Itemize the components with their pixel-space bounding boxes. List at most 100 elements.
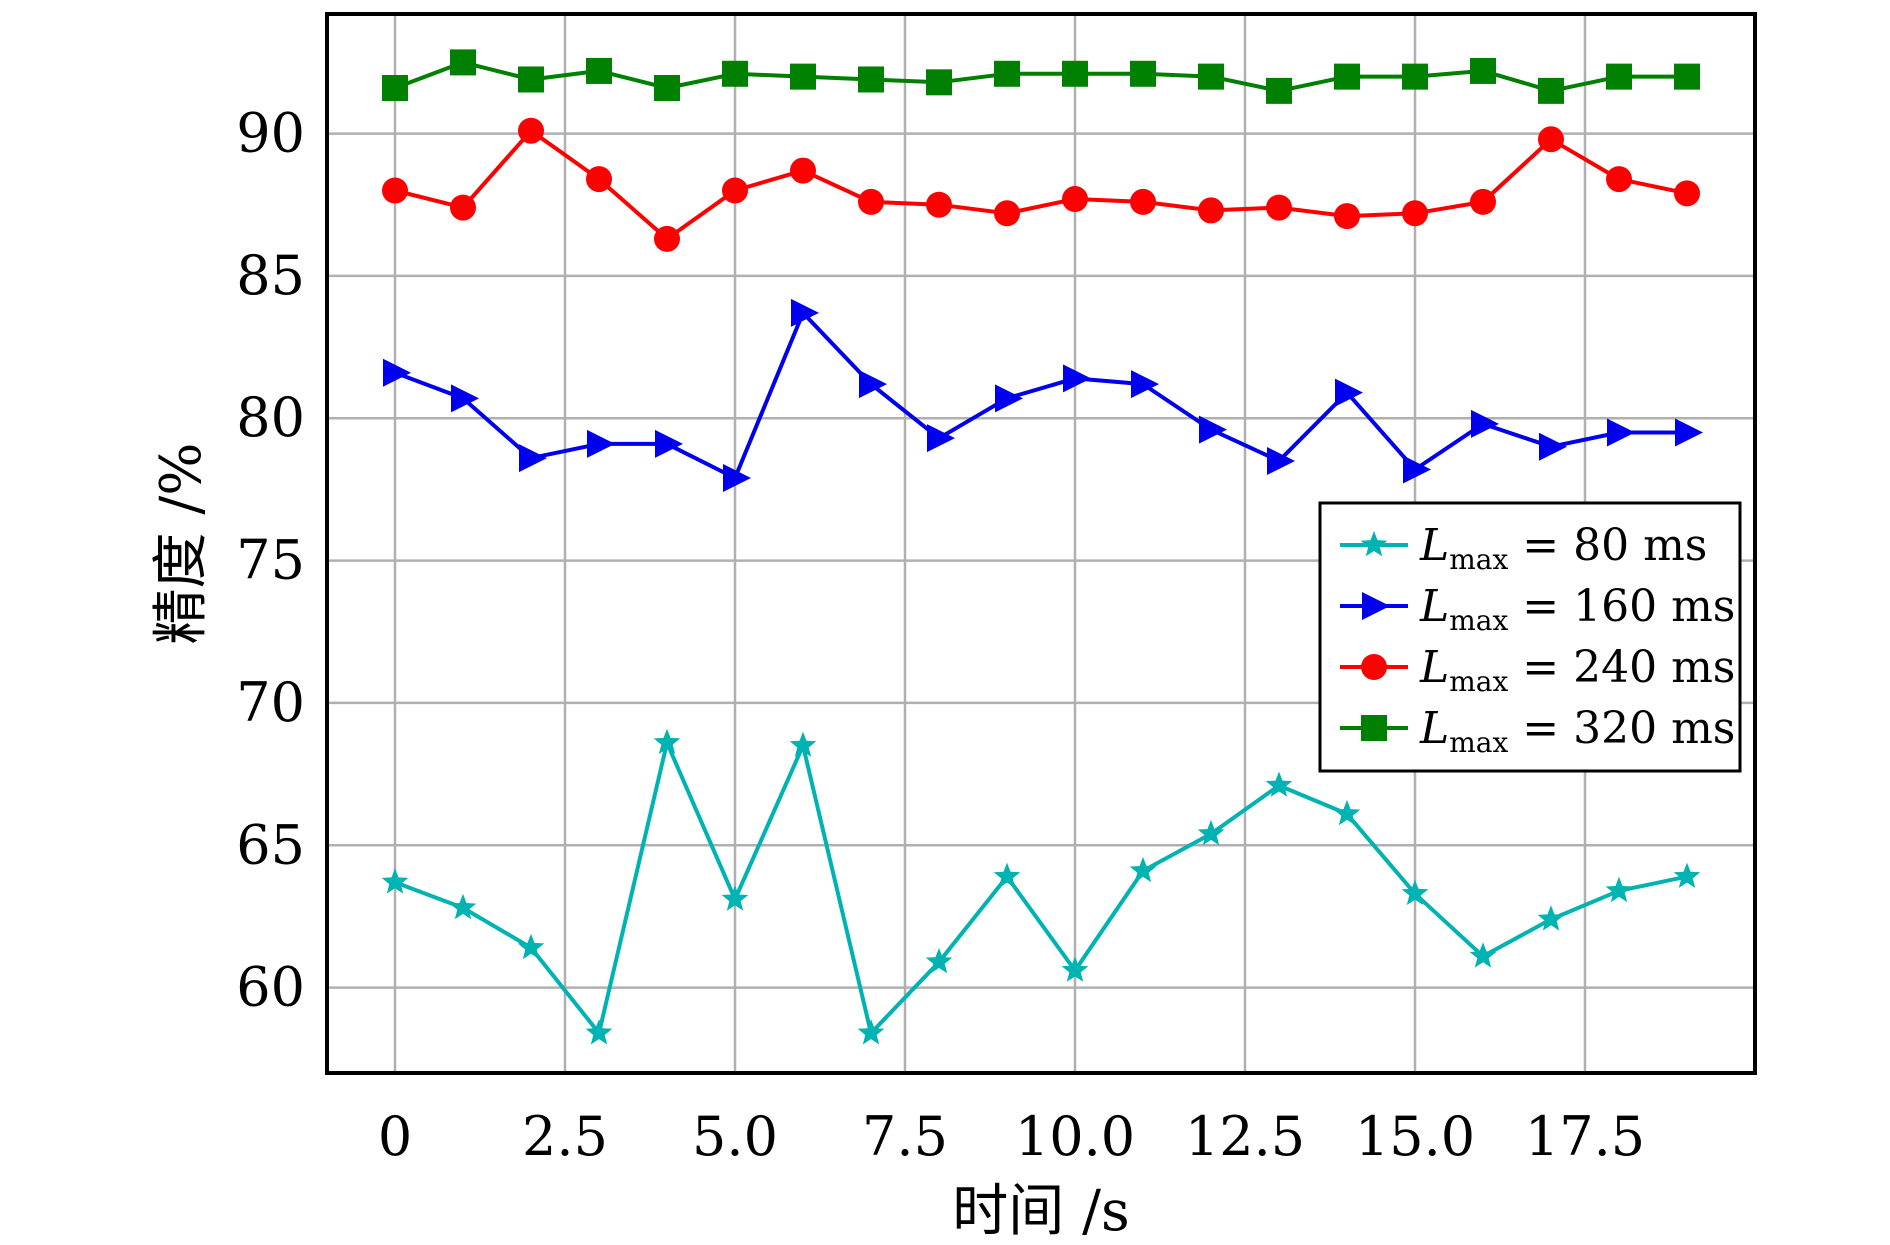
data-point (585, 1019, 613, 1045)
data-point (1267, 446, 1295, 475)
data-point (381, 868, 409, 894)
data-point (1471, 409, 1499, 438)
series-group (381, 728, 1701, 1045)
series-group (382, 49, 1700, 104)
data-point (654, 225, 680, 252)
x-tick-label: 2.5 (522, 1105, 608, 1168)
data-point (1402, 200, 1428, 227)
y-tick-label: 60 (236, 956, 305, 1019)
x-tick-label: 15.0 (1355, 1105, 1475, 1168)
data-point (790, 63, 816, 90)
data-point (857, 1019, 885, 1045)
data-point (1538, 77, 1564, 104)
data-point (1538, 126, 1564, 153)
legend-marker (1361, 715, 1387, 741)
data-point (994, 200, 1020, 227)
data-point (723, 464, 751, 493)
data-point (1130, 188, 1156, 215)
data-point (927, 424, 955, 453)
y-tick-label: 75 (236, 529, 305, 592)
y-axis-label: 精度 /% (149, 443, 214, 645)
data-point (790, 157, 816, 184)
data-point (519, 444, 547, 473)
legend-label: Lmax = 80 ms (1419, 520, 1707, 576)
data-point (587, 429, 615, 458)
series-layer (381, 49, 1703, 1045)
tick-labels: 0 2.5 5.0 7.5 10.0 12.5 15.0 17.5 60 65 70 75 80 85 90 (236, 102, 1645, 1168)
series-group (383, 298, 1703, 493)
data-point (518, 66, 544, 93)
data-point (655, 429, 683, 458)
data-point (1062, 186, 1088, 213)
data-point (1469, 942, 1497, 968)
data-point (1674, 63, 1700, 90)
data-point (859, 370, 887, 399)
data-point (995, 384, 1023, 413)
data-point (517, 933, 545, 960)
legend-marker (1360, 531, 1388, 557)
data-point (1334, 203, 1360, 230)
data-point (383, 358, 411, 387)
data-point (1470, 57, 1496, 84)
legend-label: Lmax = 320 ms (1419, 703, 1735, 759)
legend-label: Lmax = 240 ms (1419, 642, 1735, 698)
legend-entry: Lmax = 240 ms (1340, 642, 1735, 698)
data-point (1470, 188, 1496, 215)
data-point (722, 177, 748, 204)
y-tick-label: 85 (236, 244, 305, 307)
data-point (721, 885, 749, 911)
data-point (449, 893, 477, 920)
data-point (1402, 63, 1428, 90)
data-point (791, 298, 819, 327)
data-point (1061, 956, 1089, 982)
x-tick-label: 10.0 (1015, 1105, 1135, 1168)
x-tick-label: 5.0 (692, 1105, 778, 1168)
legend-marker (1362, 592, 1390, 620)
data-point (586, 166, 612, 193)
data-point (654, 75, 680, 102)
data-point (1605, 876, 1633, 903)
legend-label: Lmax = 160 ms (1419, 581, 1735, 637)
data-point (1198, 197, 1224, 224)
data-point (1063, 364, 1091, 393)
data-point (925, 948, 953, 974)
data-point (789, 731, 817, 757)
data-point (1130, 60, 1156, 87)
data-point (518, 117, 544, 144)
legend-entry: Lmax = 320 ms (1340, 703, 1735, 759)
data-point (1334, 63, 1360, 90)
series-group (382, 117, 1700, 252)
series-line (394, 740, 1688, 1036)
data-point (1403, 455, 1431, 484)
data-point (926, 191, 952, 218)
data-point (382, 177, 408, 204)
legend-marker (1361, 654, 1387, 680)
data-point (722, 60, 748, 87)
x-tick-label: 17.5 (1525, 1105, 1645, 1168)
data-point (1265, 771, 1293, 797)
data-point (994, 60, 1020, 87)
data-point (1675, 418, 1703, 447)
data-point (1673, 862, 1701, 888)
legend-entry: Lmax = 80 ms (1340, 520, 1707, 576)
data-point (1607, 418, 1635, 447)
y-tick-label: 90 (236, 102, 305, 165)
data-point (1131, 370, 1159, 399)
data-point (926, 69, 952, 96)
y-tick-label: 70 (236, 671, 305, 734)
x-tick-label: 12.5 (1185, 1105, 1305, 1168)
data-point (586, 57, 612, 84)
x-axis-label: 时间 /s (952, 1179, 1129, 1244)
data-point (1674, 180, 1700, 207)
data-point (382, 75, 408, 102)
data-point (1266, 194, 1292, 221)
data-point (858, 66, 884, 93)
data-point (1335, 378, 1363, 407)
y-tick-label: 80 (236, 386, 305, 449)
data-point (1266, 77, 1292, 104)
data-point (450, 194, 476, 221)
y-tick-label: 65 (236, 813, 305, 876)
x-tick-label: 0 (378, 1105, 412, 1168)
data-point (858, 188, 884, 215)
plot-frame (325, 12, 1757, 1075)
